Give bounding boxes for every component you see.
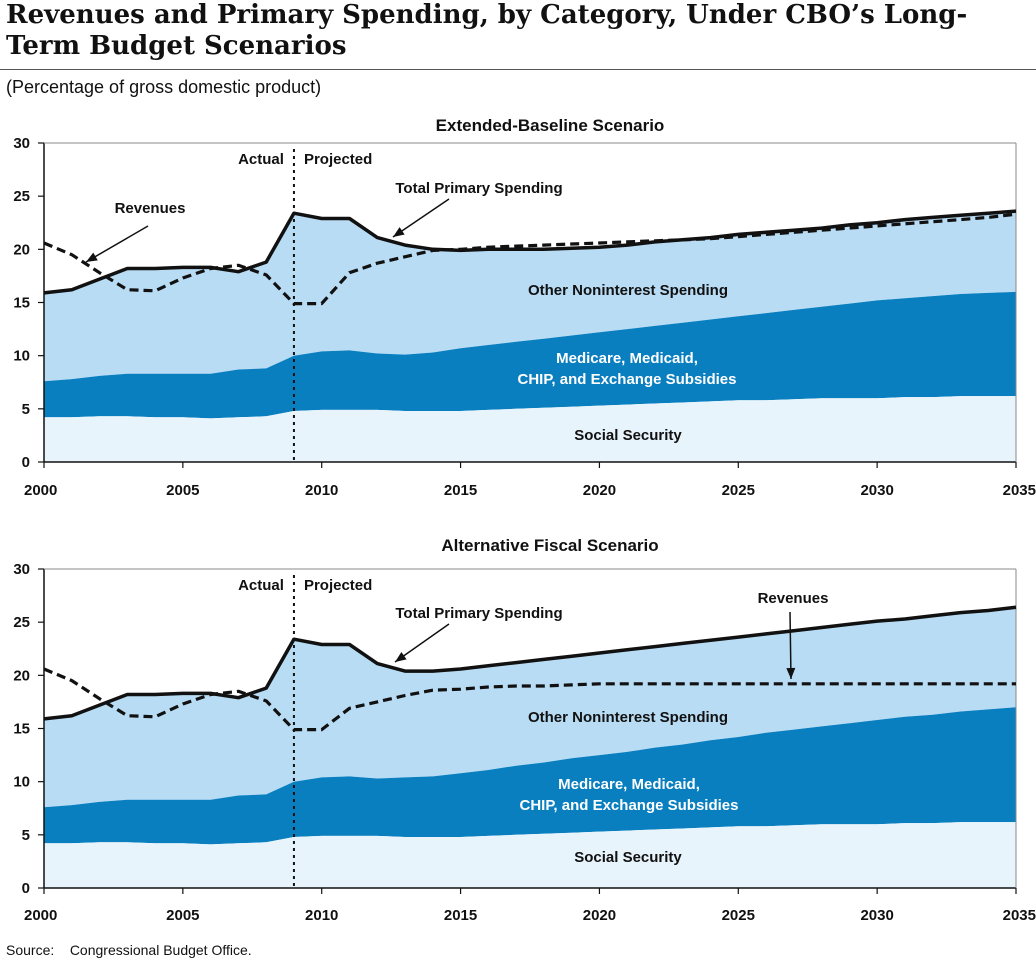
y-tick-label: 10 [13,348,30,365]
line-total-primary-spending [43,209,1017,295]
x-tick-label: 2000 [24,482,57,499]
x-tick-label: 2010 [305,482,338,499]
y-tick-label: 25 [13,614,30,631]
page-title: Revenues and Primary Spending, by Catego… [6,0,968,61]
x-tick-label: 2035 [1003,907,1036,924]
source-label: Source: [6,942,55,958]
total-primary-spending-arrow-shaft [392,198,450,238]
health-programs-label-line1: Medicare, Medicaid, [558,776,700,793]
panel-title: Extended-Baseline Scenario [436,116,665,135]
source-note: Source: Congressional Budget Office. [6,942,252,958]
x-tick-label: 2005 [166,907,199,924]
y-tick-label: 25 [13,188,30,205]
area-health-programs [44,291,1016,419]
x-tick-label: 2025 [722,907,755,924]
x-tick-label: 2025 [722,482,755,499]
x-tick-label: 2015 [444,907,477,924]
line-revenues [43,212,1017,306]
x-tick-label: 2030 [860,907,893,924]
area-social-security [44,822,1016,888]
total-primary-spending-label: Total Primary Spending [395,605,562,622]
y-tick-label: 0 [22,880,30,897]
x-tick-label: 2030 [860,482,893,499]
actual-label: Actual [238,151,284,168]
projected-label: Projected [304,577,372,594]
y-tick-label: 30 [13,561,30,578]
revenues-arrow-shaft [789,611,792,680]
actual-label: Actual [238,577,284,594]
total-primary-spending-arrow-head [395,651,407,662]
projected-label: Projected [304,151,372,168]
y-tick-label: 20 [13,241,30,258]
revenues-arrow-head [86,252,98,262]
line-revenues [43,667,1016,732]
title-divider [0,69,1036,70]
y-tick-label: 30 [13,135,30,152]
total-primary-spending-label: Total Primary Spending [395,180,562,197]
chart-subtitle: (Percentage of gross domestic product) [6,77,322,97]
revenues-arrow-head [786,667,796,679]
health-programs-label-line2: CHIP, and Exchange Subsidies [518,371,737,388]
y-tick-label: 15 [13,721,30,738]
revenues-label: Revenues [758,590,829,607]
total-primary-spending-arrow-head [393,227,405,237]
y-tick-label: 15 [13,295,30,312]
area-other-noninterest-spending [44,211,1016,382]
social-security-label: Social Security [574,427,682,444]
other-noninterest-spending-label: Other Noninterest Spending [528,709,728,726]
revenues-label: Revenues [115,200,186,217]
x-tick-label: 2010 [305,907,338,924]
health-programs-label-line2: CHIP, and Exchange Subsidies [520,797,739,814]
area-other-noninterest-spending [44,607,1016,808]
y-tick-label: 5 [22,827,30,844]
y-tick-label: 10 [13,774,30,791]
other-noninterest-spending-label: Other Noninterest Spending [528,282,728,299]
revenues-arrow-shaft [85,225,149,263]
line-total-primary-spending [43,605,1017,721]
x-tick-label: 2020 [583,482,616,499]
area-health-programs [44,707,1016,845]
source-text: Congressional Budget Office. [69,942,252,958]
panel-title: Alternative Fiscal Scenario [441,536,658,555]
x-tick-label: 2000 [24,907,57,924]
total-primary-spending-arrow-shaft [394,623,450,663]
y-tick-label: 20 [13,667,30,684]
x-tick-label: 2015 [444,482,477,499]
social-security-label: Social Security [574,849,682,866]
x-tick-label: 2035 [1003,482,1036,499]
y-tick-label: 0 [22,454,30,471]
x-tick-label: 2005 [166,482,199,499]
area-social-security [44,396,1016,462]
health-programs-label-line1: Medicare, Medicaid, [556,350,698,367]
y-tick-label: 5 [22,401,30,418]
x-tick-label: 2020 [583,907,616,924]
